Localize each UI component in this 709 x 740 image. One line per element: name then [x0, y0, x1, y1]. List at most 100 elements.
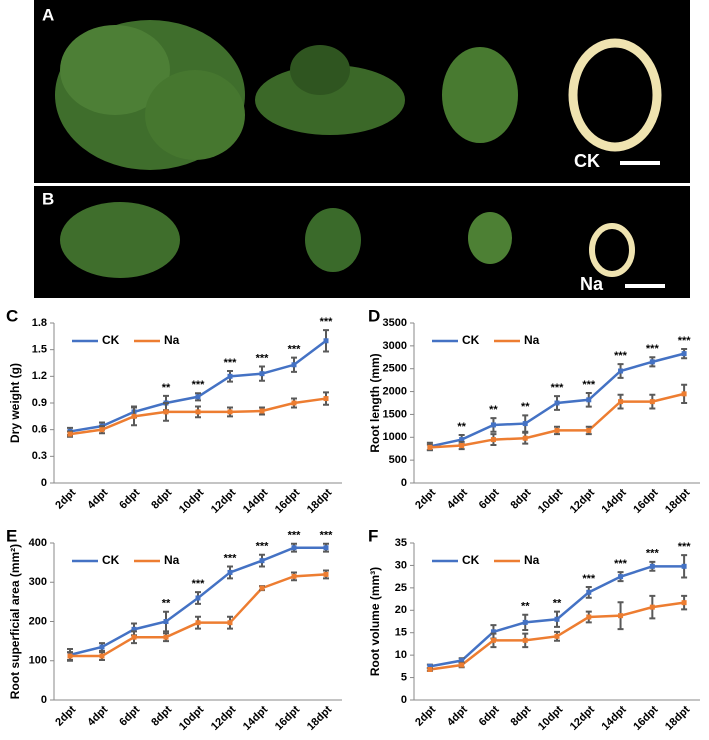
point-marker	[586, 589, 592, 595]
point-marker	[131, 626, 137, 632]
x-tick-label: 6dpt	[477, 703, 502, 728]
significance-label: ***	[646, 343, 660, 355]
x-tick-label: 14dpt	[241, 486, 270, 515]
point-marker	[427, 666, 433, 672]
y-tick-label: 400	[29, 537, 47, 549]
point-marker	[459, 437, 465, 443]
x-tick-label: 18dpt	[663, 486, 692, 515]
significance-label: **	[162, 598, 171, 610]
y-tick-label: 0.6	[32, 424, 47, 436]
x-tick-label: 2dpt	[413, 703, 438, 728]
point-marker	[554, 633, 560, 639]
panel-label: E	[6, 526, 17, 545]
point-marker	[649, 399, 655, 405]
x-tick-label: 18dpt	[305, 703, 334, 732]
point-marker	[323, 545, 329, 551]
point-marker	[618, 574, 624, 580]
point-marker	[586, 614, 592, 620]
panel-label: C	[6, 306, 18, 325]
point-marker	[291, 573, 297, 579]
significance-label: ***	[320, 530, 334, 542]
significance-label: ***	[224, 357, 238, 369]
y-tick-label: 200	[29, 615, 47, 627]
significance-label: ***	[646, 548, 660, 560]
significance-label: ***	[582, 379, 596, 391]
point-marker	[195, 595, 201, 601]
point-marker	[490, 422, 496, 428]
y-tick-label: 100	[29, 655, 47, 667]
point-marker	[618, 368, 624, 374]
significance-label: ***	[551, 382, 565, 394]
point-marker	[522, 637, 528, 643]
y-tick-label: 0	[401, 477, 407, 489]
point-marker	[522, 421, 528, 427]
point-marker	[259, 371, 265, 377]
point-marker	[99, 653, 105, 659]
legend-label: Na	[524, 553, 540, 567]
significance-label: **	[521, 401, 530, 413]
y-tick-label: 1.2	[32, 370, 47, 382]
point-marker	[618, 399, 624, 405]
point-marker	[131, 634, 137, 640]
point-marker	[522, 619, 528, 625]
point-marker	[227, 373, 233, 379]
point-marker	[323, 338, 329, 344]
x-tick-label: 16dpt	[631, 703, 660, 732]
y-tick-label: 3500	[383, 317, 407, 329]
point-marker	[67, 431, 73, 437]
y-tick-label: 10	[395, 649, 407, 661]
point-marker	[522, 435, 528, 441]
y-tick-label: 0.3	[32, 450, 47, 462]
x-tick-label: 8dpt	[508, 486, 533, 511]
y-tick-label: 2500	[383, 363, 407, 375]
x-tick-label: 4dpt	[445, 486, 470, 511]
y-tick-label: 300	[29, 576, 47, 588]
point-marker	[291, 362, 297, 368]
plant-photo	[55, 20, 662, 170]
x-tick-label: 18dpt	[663, 703, 692, 732]
point-marker	[259, 558, 265, 564]
y-tick-label: 0	[41, 477, 47, 489]
point-marker	[586, 397, 592, 403]
significance-label: ***	[582, 573, 596, 585]
x-tick-label: 16dpt	[273, 703, 302, 732]
x-tick-label: 2dpt	[53, 703, 78, 728]
point-marker	[323, 396, 329, 402]
point-marker	[195, 409, 201, 415]
point-marker	[259, 408, 265, 414]
significance-label: ***	[320, 316, 334, 328]
y-tick-label: 1000	[383, 431, 407, 443]
y-tick-label: 15	[395, 627, 407, 639]
treatment-tag: Na	[580, 274, 604, 294]
x-tick-label: 10dpt	[536, 486, 565, 515]
point-marker	[490, 629, 496, 635]
point-marker	[227, 620, 233, 626]
x-tick-label: 4dpt	[85, 703, 110, 728]
point-marker	[554, 616, 560, 622]
x-tick-label: 10dpt	[177, 486, 206, 515]
y-tick-label: 35	[395, 537, 407, 549]
x-tick-label: 18dpt	[305, 486, 334, 515]
point-marker	[649, 563, 655, 569]
y-axis-title: Dry weight (g)	[8, 363, 22, 443]
x-tick-label: 16dpt	[631, 486, 660, 515]
x-tick-label: 16dpt	[273, 486, 302, 515]
point-marker	[649, 604, 655, 610]
x-tick-label: 12dpt	[209, 703, 238, 732]
y-tick-label: 5	[401, 671, 407, 683]
significance-label: ***	[256, 541, 270, 553]
plant-photo	[60, 202, 665, 288]
point-marker	[681, 563, 687, 569]
x-tick-label: 2dpt	[413, 486, 438, 511]
point-marker	[649, 359, 655, 365]
legend-label: CK	[462, 333, 480, 347]
x-tick-label: 14dpt	[599, 703, 628, 732]
x-tick-label: 6dpt	[117, 703, 142, 728]
y-axis-title: Root volume (mm³)	[368, 567, 382, 676]
point-marker	[227, 569, 233, 575]
point-marker	[323, 571, 329, 577]
point-marker	[291, 545, 297, 551]
x-tick-label: 10dpt	[536, 703, 565, 732]
legend-label: CK	[102, 553, 120, 567]
x-tick-label: 8dpt	[508, 703, 533, 728]
